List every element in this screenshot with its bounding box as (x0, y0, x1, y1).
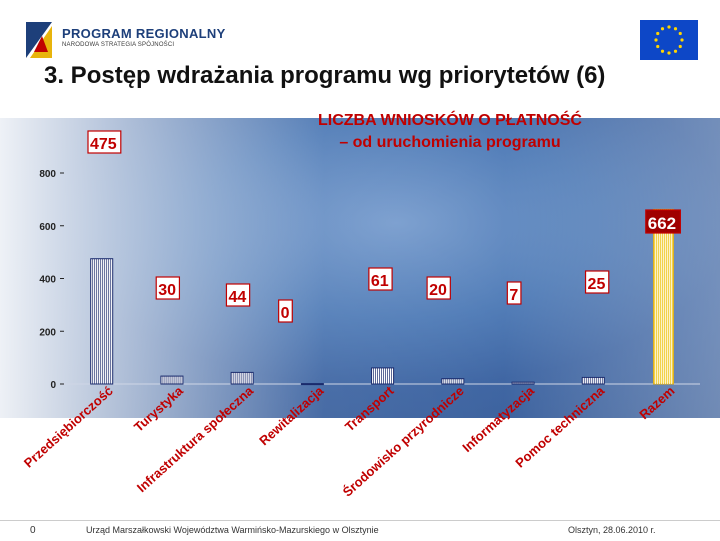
data-label-box (426, 276, 451, 300)
eu-star-icon (667, 25, 671, 29)
eu-star-icon (673, 27, 678, 31)
data-label: 475 (90, 136, 117, 153)
x-category-label: Razem (636, 383, 677, 422)
eu-star-icon (660, 27, 665, 31)
x-category-label: Rewitalizacja (256, 383, 327, 449)
data-label: 44 (228, 289, 246, 306)
eu-star-icon (678, 44, 682, 49)
bar (581, 376, 605, 385)
data-label-box (278, 299, 293, 323)
slide-title: 3. Postęp wdrażania programu wg prioryte… (44, 62, 606, 89)
page-number: 0 (30, 525, 36, 536)
data-label-box (368, 267, 393, 291)
data-label: 30 (158, 282, 176, 299)
eu-flag-icon (640, 20, 698, 60)
y-tick-label: 200 (39, 327, 56, 338)
eu-star-icon (667, 51, 671, 55)
logo-subtitle: NARODOWA STRATEGIA SPÓJNOŚCI (62, 42, 175, 48)
bar (90, 258, 114, 385)
y-tick-label: 800 (39, 169, 56, 180)
x-category-label: Turystyka (131, 383, 187, 435)
bar (511, 381, 535, 385)
eu-star-icon (656, 31, 660, 36)
data-label: 7 (509, 287, 518, 304)
bar (371, 367, 395, 385)
bar-chart: 0 200 400 600 800 475 30 44 0 61 20 7 25 662 Przedsi… (21, 130, 700, 500)
eu-star-icon (660, 49, 665, 53)
bar (160, 375, 184, 385)
x-category-label: Transport (342, 383, 397, 435)
eu-star-icon (656, 44, 660, 49)
x-category-label: Środowisko przyrodnicze (340, 383, 467, 500)
y-tick-label: 0 (50, 380, 56, 391)
data-label-box (225, 283, 251, 307)
footer-institution: Urząd Marszałkowski Województwa Warmińsk… (86, 525, 379, 535)
header: PROGRAM REGIONALNY NARODOWA STRATEGIA SP… (0, 0, 720, 68)
data-label: 0 (281, 305, 290, 322)
data-label: 662 (648, 214, 676, 233)
bar (300, 383, 324, 386)
x-category-label: Przedsiębiorczość (21, 383, 116, 471)
y-tick-label: 600 (39, 222, 56, 233)
footer: 0 Urząd Marszałkowski Województwa Warmiń… (0, 520, 720, 541)
data-label-box (87, 130, 122, 154)
data-label: 25 (588, 276, 606, 293)
data-label-box (155, 276, 181, 300)
footer-date: Olsztyn, 28.06.2010 r. (568, 525, 656, 535)
data-label-box (506, 281, 522, 305)
eu-star-icon (654, 38, 658, 42)
data-label: 20 (429, 282, 447, 299)
eu-star-icon (673, 49, 678, 53)
eu-star-icon (680, 38, 684, 42)
chart-background-fade (0, 118, 720, 418)
data-label: 61 (371, 273, 389, 290)
bar (230, 371, 254, 385)
chart-subtitle: LICZBA WNIOSKÓW O PŁATNOŚĆ – od uruchomi… (270, 110, 630, 154)
x-category-label: Informatyzacja (459, 383, 537, 456)
data-label-box (584, 270, 610, 294)
chart-subtitle-line2: – od uruchomienia programu (339, 134, 561, 151)
data-label-box (645, 209, 681, 234)
y-tick-label: 400 (39, 275, 56, 286)
eu-star-icon (678, 31, 682, 36)
program-logo-icon (22, 18, 56, 60)
bar (441, 378, 465, 385)
x-category-label: Infrastruktura społeczna (134, 383, 257, 496)
logo-title: PROGRAM REGIONALNY (62, 26, 226, 41)
chart-subtitle-line1: LICZBA WNIOSKÓW O PŁATNOŚĆ (318, 112, 582, 129)
